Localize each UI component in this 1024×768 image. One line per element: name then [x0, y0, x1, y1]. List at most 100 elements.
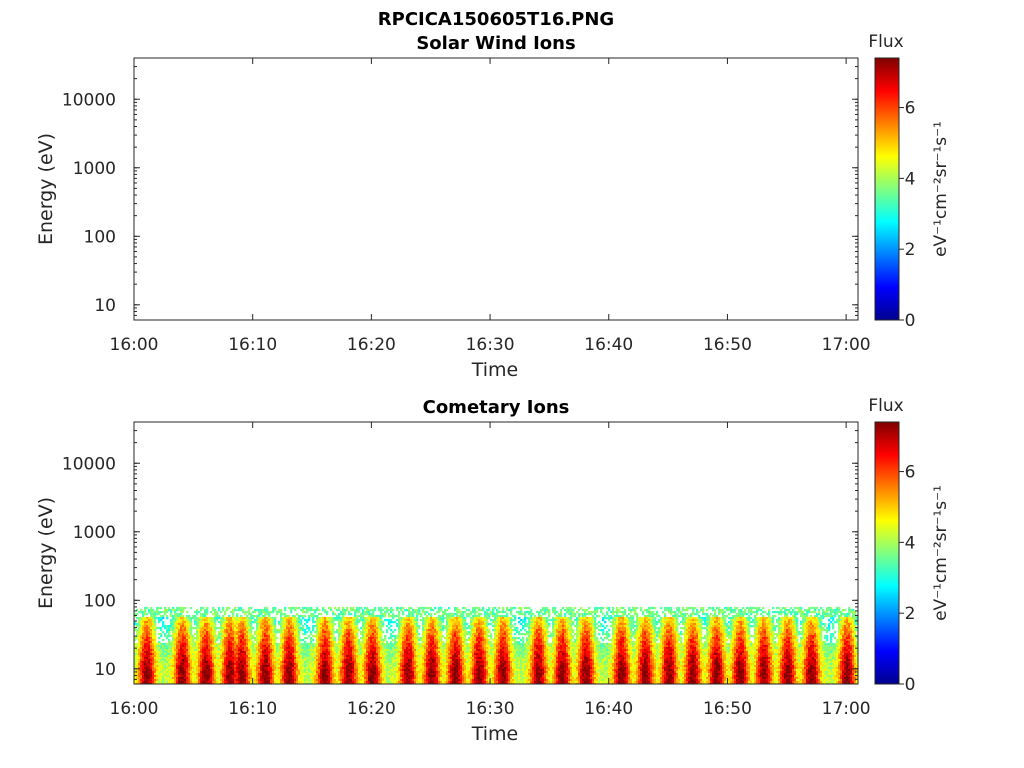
- heatmap-cell: [158, 678, 161, 682]
- heatmap-cell: [372, 662, 375, 666]
- heatmap-cell: [184, 678, 187, 682]
- heatmap-cell: [340, 624, 343, 628]
- heatmap-cell: [170, 646, 173, 650]
- heatmap-cell: [182, 638, 185, 642]
- heatmap-cell: [326, 664, 329, 668]
- heatmap-cell: [322, 670, 325, 674]
- heatmap-cell: [408, 670, 411, 674]
- heatmap-cell: [366, 652, 369, 656]
- heatmap-cell: [194, 652, 197, 656]
- heatmap-cell: [218, 680, 221, 684]
- heatmap-cell: [148, 636, 151, 640]
- heatmap-cell: [214, 656, 217, 660]
- heatmap-cell: [166, 680, 169, 684]
- heatmap-cell: [158, 672, 161, 676]
- heatmap-cell: [250, 654, 253, 658]
- heatmap-cell: [260, 680, 263, 684]
- heatmap-cell: [376, 662, 379, 666]
- heatmap-cell: [406, 660, 409, 664]
- heatmap-cell: [234, 634, 237, 638]
- heatmap-cell: [246, 670, 249, 674]
- heatmap-cell: [330, 670, 333, 674]
- heatmap-cell: [286, 642, 289, 646]
- heatmap-cell: [376, 636, 379, 640]
- heatmap-cell: [186, 670, 189, 674]
- heatmap-cell: [294, 614, 297, 618]
- heatmap-cell: [276, 680, 279, 684]
- heatmap-cell: [272, 682, 275, 684]
- heatmap-cell: [272, 656, 275, 660]
- heatmap-cell: [148, 642, 151, 646]
- heatmap-cell: [206, 634, 209, 638]
- heatmap-cell: [398, 626, 401, 630]
- heatmap-cell: [258, 624, 261, 628]
- heatmap-cell: [340, 660, 343, 664]
- heatmap-cell: [256, 676, 259, 680]
- heatmap-cell: [246, 648, 249, 652]
- heatmap-cell: [240, 650, 243, 654]
- heatmap-cell: [192, 650, 195, 654]
- heatmap-cell: [366, 638, 369, 642]
- heatmap-cell: [166, 674, 169, 678]
- heatmap-cell: [362, 654, 365, 658]
- heatmap-cell: [260, 670, 263, 674]
- heatmap-cell: [210, 664, 213, 668]
- heatmap-cell: [308, 674, 311, 678]
- y-tick-label: 100: [84, 227, 116, 247]
- heatmap-cell: [354, 678, 357, 682]
- heatmap-cell: [258, 664, 261, 668]
- heatmap-cell: [364, 648, 367, 652]
- heatmap-cell: [164, 608, 167, 612]
- heatmap-cell: [240, 632, 243, 636]
- heatmap-cell: [206, 624, 209, 628]
- heatmap-cell: [346, 618, 349, 622]
- heatmap-cell: [348, 626, 351, 630]
- heatmap-cell: [402, 636, 405, 640]
- heatmap-cell: [176, 608, 179, 612]
- heatmap-cell: [358, 628, 361, 632]
- heatmap-cell: [232, 630, 235, 634]
- heatmap-cell: [256, 664, 259, 668]
- heatmap-cell: [340, 670, 343, 674]
- heatmap-cell: [240, 672, 243, 676]
- heatmap-cell: [368, 662, 371, 666]
- heatmap-cell: [310, 638, 313, 642]
- heatmap-cell: [382, 676, 385, 680]
- heatmap-cell: [170, 620, 173, 624]
- heatmap-cell: [344, 610, 347, 614]
- heatmap-cell: [160, 644, 163, 648]
- heatmap-cell: [274, 630, 277, 634]
- heatmap-cell: [300, 644, 303, 648]
- heatmap-cell: [190, 662, 193, 666]
- heatmap-cell: [202, 616, 205, 620]
- heatmap-cell: [328, 666, 331, 670]
- heatmap-cell: [180, 642, 183, 646]
- heatmap-cell: [180, 610, 183, 614]
- heatmap-cell: [326, 618, 329, 622]
- heatmap-cell: [332, 612, 335, 616]
- heatmap-cell: [276, 670, 279, 674]
- heatmap-cell: [294, 676, 297, 680]
- heatmap-cell: [320, 652, 323, 656]
- heatmap-cell: [362, 634, 365, 638]
- heatmap-cell: [238, 682, 241, 684]
- heatmap-cell: [404, 654, 407, 658]
- heatmap-cell: [406, 618, 409, 622]
- heatmap-cell: [312, 620, 315, 624]
- heatmap-cell: [144, 644, 147, 648]
- heatmap-cell: [184, 616, 187, 620]
- heatmap-cell: [344, 656, 347, 660]
- heatmap-cell: [376, 652, 379, 656]
- heatmap-cell: [186, 646, 189, 650]
- x-axis-label: Time: [471, 359, 519, 381]
- heatmap-cell: [398, 640, 401, 644]
- heatmap-cell: [284, 648, 287, 652]
- heatmap-cell: [372, 648, 375, 652]
- heatmap-cell: [366, 654, 369, 658]
- heatmap-cell: [368, 624, 371, 628]
- heatmap-cell: [206, 632, 209, 636]
- heatmap-cell: [284, 656, 287, 660]
- heatmap-cell: [402, 628, 405, 632]
- heatmap-cell: [412, 666, 415, 670]
